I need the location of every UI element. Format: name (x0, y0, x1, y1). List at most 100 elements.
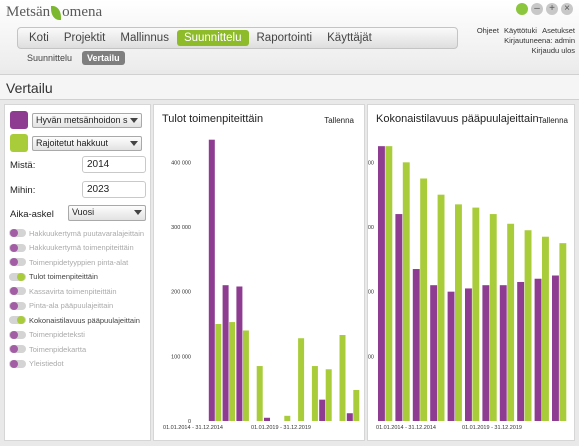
scenario-1-select[interactable]: Hyvän metsänhoidon s (32, 112, 142, 128)
save-button[interactable]: Tallenna (538, 116, 568, 125)
report-toggle-row[interactable]: Toimenpidekartta (9, 342, 144, 357)
report-toggle-list: Hakkuukertymä puutavaralajeittain Hakkuuk… (9, 226, 144, 371)
chevron-down-icon (130, 140, 138, 146)
support-link[interactable]: Käyttötuki (504, 26, 537, 35)
report-toggle-row[interactable]: Kokonaistilavuus pääpuulajeittain (9, 313, 144, 328)
report-toggle-row[interactable]: Yleistiedot (9, 357, 144, 372)
bar-series-1 (447, 291, 455, 421)
chart-title: Tulot toimenpiteittäin (162, 113, 264, 125)
scenario-2-value: Rajoitetut hakkuut (36, 137, 109, 148)
help-link[interactable]: Ohjeet (476, 26, 499, 35)
toggle-knob (10, 243, 18, 252)
bar-series-2 (542, 236, 549, 421)
report-toggle-switch[interactable] (9, 359, 26, 368)
report-toggle-label: Hakkuukertymä toimenpiteittäin (29, 243, 134, 253)
filter-panel: Hyvän metsänhoidon s Rajoitetut hakkuut … (4, 104, 151, 441)
subnav-vertailu[interactable]: Vertailu (82, 51, 125, 65)
status-indicator-icon (516, 3, 528, 15)
bar-series-2 (455, 204, 462, 421)
bar-series-2 (385, 146, 393, 421)
report-toggle-row[interactable]: Hakkuukertymä toimenpiteittäin (9, 241, 144, 256)
toggle-knob (17, 272, 25, 281)
bar-series-1 (552, 275, 559, 421)
app-header: Metsän omena – + × Koti Projektit Mallin… (0, 0, 579, 70)
bar-series-1 (378, 146, 385, 421)
report-toggle-label: Kassavirta toimenpiteittäin (29, 286, 117, 296)
nav-mallinnus[interactable]: Mallinnus (120, 32, 169, 44)
toggle-knob (10, 330, 18, 339)
toggle-knob (10, 301, 18, 310)
y-tick-label: 10 000 (368, 354, 374, 360)
user-box: Ohjeet Käyttötuki Asetukset Kirjautuneen… (474, 26, 575, 56)
bar-series-2 (353, 389, 360, 421)
report-toggle-switch[interactable] (9, 345, 26, 354)
time-step-select[interactable]: Vuosi (68, 205, 146, 221)
bar-series-2 (507, 223, 515, 421)
toggle-knob (10, 359, 18, 368)
bar-series-2 (298, 338, 305, 421)
report-toggle-row[interactable]: Toimenpideteksti (9, 328, 144, 343)
report-toggle-row[interactable]: Tulot toimenpiteittäin (9, 270, 144, 285)
bar-series-2 (311, 366, 318, 421)
report-toggle-row[interactable]: Hakkuukertymä puutavaralajeittain (9, 226, 144, 241)
window-controls: – + × (516, 3, 573, 15)
x-tick-label: 01.01.2014 - 31.12.2014 (376, 425, 436, 431)
report-toggle-switch[interactable] (9, 316, 26, 325)
main-nav: Koti Projektit Mallinnus Suunnittelu Rap… (17, 27, 458, 49)
page-title-bar: Vertailu (0, 74, 579, 100)
report-toggle-switch[interactable] (9, 258, 26, 267)
scenario-2-select[interactable]: Rajoitetut hakkuut (32, 135, 142, 151)
minimize-icon[interactable]: – (531, 3, 543, 15)
bar-series-1 (517, 281, 525, 421)
from-label: Mistä: (10, 160, 36, 171)
report-toggle-row[interactable]: Kassavirta toimenpiteittäin (9, 284, 144, 299)
chevron-down-icon (134, 210, 142, 215)
save-button[interactable]: Tallenna (324, 116, 354, 125)
close-icon[interactable]: × (561, 3, 573, 15)
leaf-icon (51, 5, 62, 20)
bar-series-2 (215, 324, 222, 421)
nav-raportointi[interactable]: Raportointi (256, 32, 313, 44)
logout-link[interactable]: Kirjaudu ulos (531, 46, 575, 55)
y-tick-label: 30 000 (368, 225, 374, 231)
report-toggle-switch[interactable] (9, 229, 26, 238)
nav-suunnittelu[interactable]: Suunnittelu (176, 30, 249, 46)
username: admin (554, 36, 575, 45)
logo-text-part1: Metsän (6, 4, 51, 20)
to-year-input[interactable]: 2023 (82, 181, 146, 198)
report-toggle-row[interactable]: Pinta-ala pääpuulajeittain (9, 299, 144, 314)
settings-link[interactable]: Asetukset (542, 26, 575, 35)
subnav-suunnittelu[interactable]: Suunnittelu (27, 53, 73, 63)
logged-in-label: Kirjautuneena: (504, 36, 553, 45)
nav-projektit[interactable]: Projektit (63, 32, 106, 44)
report-toggle-switch[interactable] (9, 243, 26, 252)
report-toggle-switch[interactable] (9, 287, 26, 296)
bar-series-1 (208, 139, 215, 421)
nav-koti[interactable]: Koti (29, 32, 49, 44)
volume-chart: 10 000 20 000 30 000 40 000 01.01.2014 - 31.… (368, 146, 567, 431)
bar-series-2 (339, 334, 346, 421)
bar-series-1 (482, 285, 490, 421)
report-toggle-switch[interactable] (9, 301, 26, 310)
toggle-knob (10, 287, 18, 296)
volume-chart-panel: Kokonaistilavuus pääpuulajeittain Tallen… (367, 104, 575, 441)
report-toggle-switch[interactable] (9, 272, 26, 281)
x-tick-label: 01.01.2019 - 31.12.2019 (462, 425, 522, 431)
bar-series-2 (437, 194, 445, 421)
bar-series-1 (264, 417, 270, 421)
y-tick-label: 40 000 (368, 160, 374, 166)
maximize-icon[interactable]: + (546, 3, 558, 15)
bar-series-2 (489, 214, 497, 421)
bar-series-1 (222, 285, 229, 421)
report-toggle-label: Toimenpidetyyppien pinta-alat (29, 257, 129, 267)
report-toggle-switch[interactable] (9, 330, 26, 339)
report-toggle-row[interactable]: Toimenpidetyyppien pinta-alat (9, 255, 144, 270)
income-chart-panel: Tulot toimenpiteittäin Tallenna 0 100 000… (153, 104, 365, 441)
bar-series-2 (420, 178, 428, 421)
bar-series-1 (346, 413, 353, 421)
y-tick-label: 200 000 (171, 290, 191, 296)
nav-kayttajat[interactable]: Käyttäjät (327, 32, 372, 44)
x-tick-label: 01.01.2019 - 31.12.2019 (251, 425, 311, 431)
scenario-1-row: Hyvän metsänhoidon s (10, 111, 142, 129)
from-year-input[interactable]: 2014 (82, 156, 146, 173)
